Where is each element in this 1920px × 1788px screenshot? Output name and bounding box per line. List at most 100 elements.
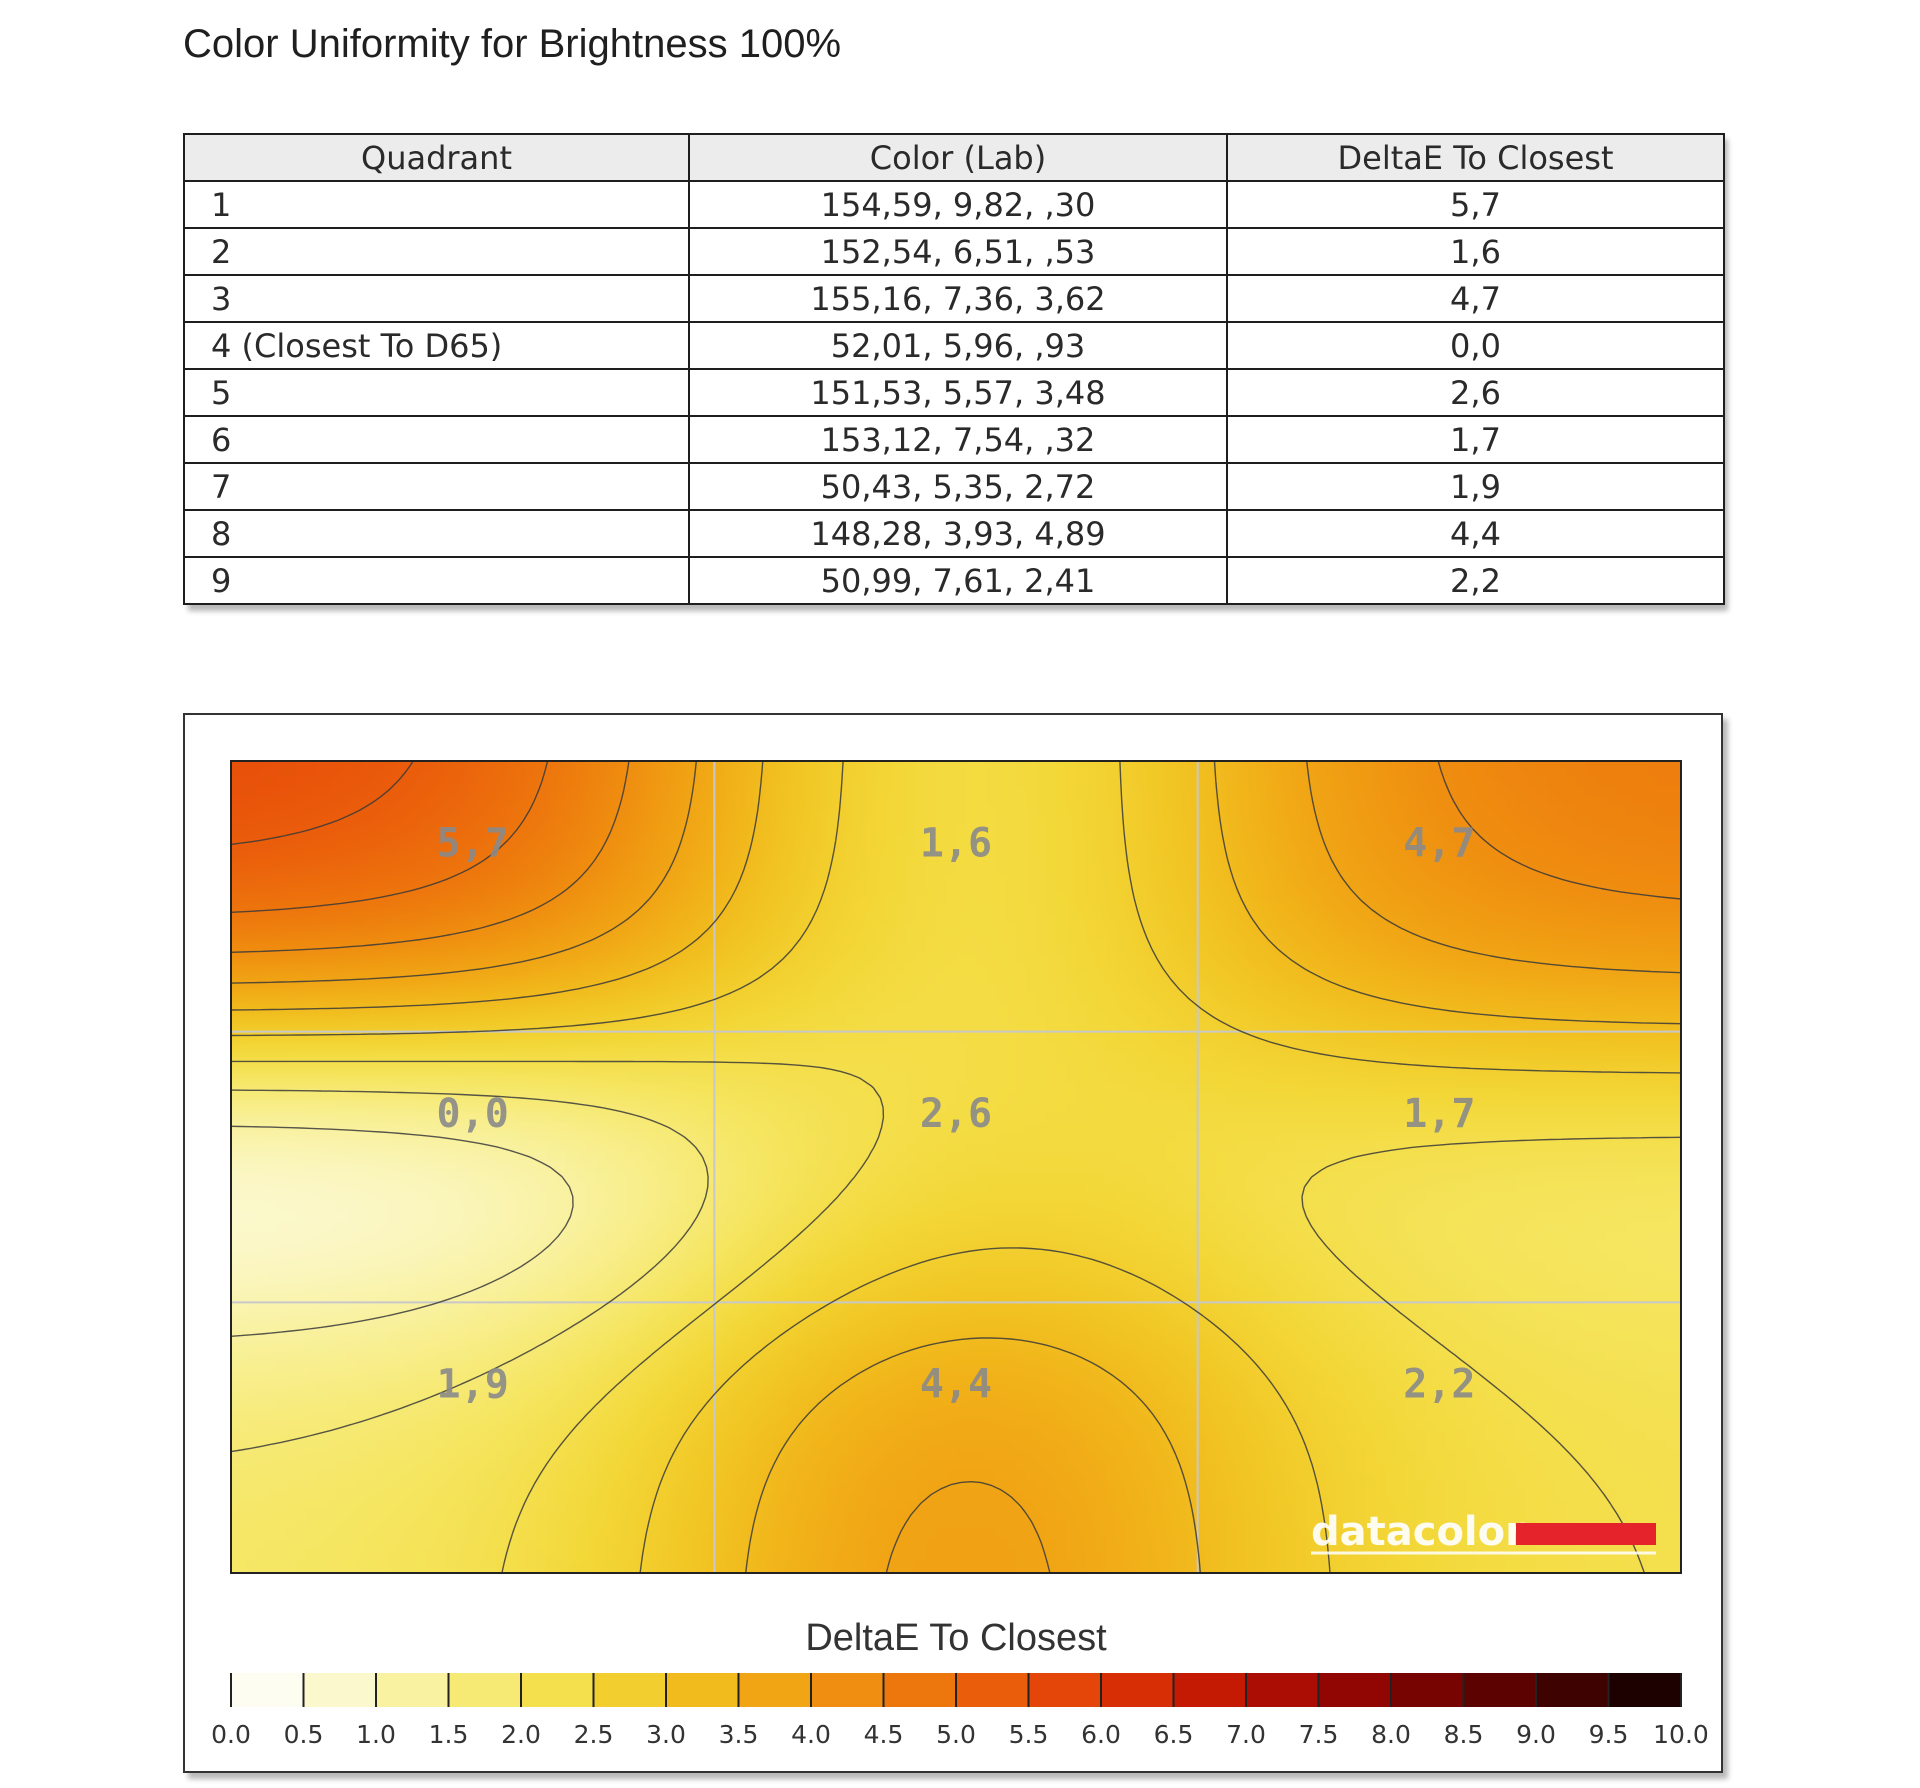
cell-value-label: 1,7 (1403, 1091, 1475, 1137)
heatmap-surface (231, 761, 1681, 1573)
legend-tick-label: 8.0 (1371, 1720, 1411, 1749)
deltae-cell: 1,7 (1226, 415, 1725, 464)
table-row: 2 152,54, 6,51, ,53 1,6 (183, 227, 1725, 276)
cell-value-label: 4,4 (920, 1362, 992, 1408)
quadrant-cell: 5 (183, 368, 690, 417)
legend-tick-label: 1.0 (356, 1720, 396, 1749)
legend-tick-label: 0.5 (284, 1720, 324, 1749)
watermark-accent-bar (1516, 1523, 1656, 1545)
quadrant-cell: 3 (183, 274, 690, 323)
contour-line (230, 760, 1682, 1574)
quadrant-cell: 6 (183, 415, 690, 464)
legend-color-swatch (1608, 1673, 1682, 1707)
legend-color-swatch (593, 1673, 667, 1707)
legend-color-swatch (956, 1673, 1029, 1707)
cell-value-label: 2,6 (920, 1091, 992, 1137)
cell-value-label: 2,2 (1403, 1362, 1475, 1408)
quadrant-cell: 4 (Closest To D65) (183, 321, 690, 370)
uniformity-heatmap-frame: 5,7 1,6 4,7 0,0 2,6 1,7 1,9 4,4 2,2 datacolor Delt… (183, 713, 1723, 1773)
color-lab-cell: 152,54, 6,51, ,53 (688, 227, 1228, 276)
legend-color-swatch (883, 1673, 957, 1707)
cell-value-label: 4,7 (1403, 820, 1475, 866)
contour-line (231, 1060, 1682, 1574)
table-row: 5 151,53, 5,57, 3,48 2,6 (183, 368, 1725, 417)
legend-tick-label: 9.5 (1589, 1720, 1629, 1749)
legend-color-swatch (1173, 1673, 1247, 1707)
table-row: 4 (Closest To D65) 52,01, 5,96, ,93 0,0 (183, 321, 1725, 370)
color-lab-cell: 151,53, 5,57, 3,48 (688, 368, 1228, 417)
quadrant-cell: 9 (183, 556, 690, 605)
uniformity-table: Quadrant Color (Lab) DeltaE To Closest 1… (183, 133, 1725, 605)
table-body: 1 154,59, 9,82, ,30 5,7 2 152,54, 6,51, ,53 1… (183, 180, 1725, 605)
deltae-cell: 5,7 (1226, 180, 1725, 229)
column-header-deltae: DeltaE To Closest (1226, 133, 1725, 182)
legend-tick-label: 7.0 (1226, 1720, 1266, 1749)
contour-line (230, 760, 549, 913)
legend-color-swatch (1101, 1673, 1174, 1707)
deltae-cell: 4,4 (1226, 509, 1725, 558)
color-lab-cell: 153,12, 7,54, ,32 (688, 415, 1228, 464)
deltae-cell: 4,7 (1226, 274, 1725, 323)
legend-color-swatch (303, 1673, 377, 1707)
legend-tick-label: 2.0 (501, 1720, 541, 1749)
deltae-cell: 0,0 (1226, 321, 1725, 370)
deltae-cell: 1,6 (1226, 227, 1725, 276)
legend-tick-label: 2.5 (574, 1720, 614, 1749)
contour-line (230, 760, 1682, 1574)
cell-value-label: 5,7 (437, 820, 509, 866)
legend-color-swatch (1246, 1673, 1319, 1707)
legend-color-swatch (1536, 1673, 1609, 1707)
quadrant-cell: 2 (183, 227, 690, 276)
legend-tick-label: 5.0 (936, 1720, 976, 1749)
legend-color-swatch (521, 1673, 594, 1707)
quadrant-cell: 8 (183, 509, 690, 558)
legend-color-swatch (1391, 1673, 1464, 1707)
contour-line (230, 1089, 709, 1453)
legend-tick-label: 3.5 (719, 1720, 759, 1749)
cell-value-label: 1,9 (437, 1362, 509, 1408)
color-lab-cell: 148,28, 3,93, 4,89 (688, 509, 1228, 558)
legend-color-swatch (738, 1673, 812, 1707)
legend-color-swatch (811, 1673, 884, 1707)
legend-tick-label: 0.0 (211, 1720, 251, 1749)
legend-tick-label: 9.0 (1516, 1720, 1556, 1749)
column-header-quadrant: Quadrant (183, 133, 690, 182)
legend-tick-label: 10.0 (1653, 1720, 1709, 1749)
legend-color-swatch (666, 1673, 739, 1707)
legend-color-swatch (231, 1673, 304, 1707)
deltae-cell: 1,9 (1226, 462, 1725, 511)
color-lab-cell: 52,01, 5,96, ,93 (688, 321, 1228, 370)
deltae-cell: 2,6 (1226, 368, 1725, 417)
table-row: 7 50,43, 5,35, 2,72 1,9 (183, 462, 1725, 511)
legend-tick-label: 5.5 (1009, 1720, 1049, 1749)
contour-line (230, 760, 414, 846)
legend-tick-label: 3.0 (646, 1720, 686, 1749)
contour-line (230, 1125, 574, 1337)
table-row: 8 148,28, 3,93, 4,89 4,4 (183, 509, 1725, 558)
color-lab-cell: 154,59, 9,82, ,30 (688, 180, 1228, 229)
legend-color-swatch (1463, 1673, 1537, 1707)
column-header-color-lab: Color (Lab) (688, 133, 1228, 182)
uniformity-heatmap: 5,7 1,6 4,7 0,0 2,6 1,7 1,9 4,4 2,2 datacolor Delt… (211, 760, 1709, 1749)
color-lab-cell: 155,16, 7,36, 3,62 (688, 274, 1228, 323)
table-row: 6 153,12, 7,54, ,32 1,7 (183, 415, 1725, 464)
legend-tick-label: 4.0 (791, 1720, 831, 1749)
cell-value-label: 1,6 (920, 820, 992, 866)
page-title: Color Uniformity for Brightness 100% (183, 22, 842, 66)
legend-tick-label: 6.5 (1154, 1720, 1194, 1749)
legend-color-swatch (1318, 1673, 1392, 1707)
legend-title: DeltaE To Closest (805, 1617, 1107, 1659)
quadrant-cell: 7 (183, 462, 690, 511)
legend-tick-label: 6.0 (1081, 1720, 1121, 1749)
heatmap-border (230, 760, 1682, 1574)
contour-line (230, 760, 1682, 1574)
legend-tick-label: 1.5 (429, 1720, 469, 1749)
table-header-row: Quadrant Color (Lab) DeltaE To Closest (183, 133, 1725, 182)
table-row: 3 155,16, 7,36, 3,62 4,7 (183, 274, 1725, 323)
deltae-cell: 2,2 (1226, 556, 1725, 605)
color-lab-cell: 50,43, 5,35, 2,72 (688, 462, 1228, 511)
legend-color-swatch (448, 1673, 522, 1707)
legend-color-swatch (1028, 1673, 1102, 1707)
legend-color-swatch (376, 1673, 449, 1707)
table-row: 9 50,99, 7,61, 2,41 2,2 (183, 556, 1725, 605)
